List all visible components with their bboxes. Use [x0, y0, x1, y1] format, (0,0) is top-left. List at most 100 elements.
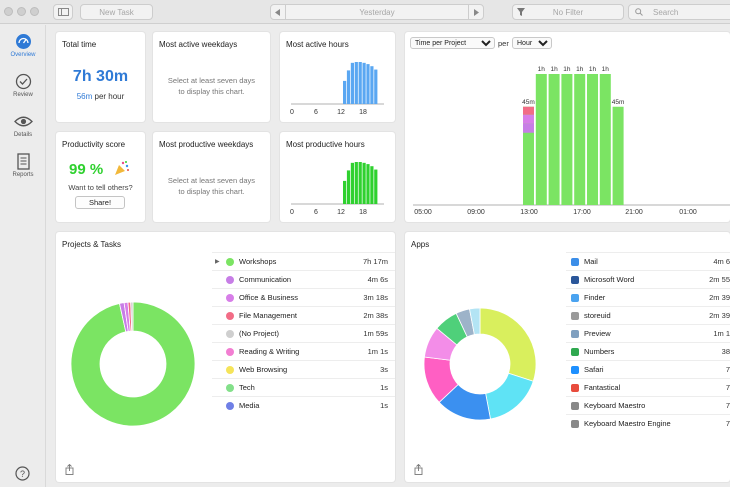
time-tick-label: 09:00 — [467, 209, 485, 216]
productivity-score-card: Productivity score 99 % Want to tell oth… — [56, 132, 145, 222]
hour-bar — [350, 62, 354, 104]
sidebar-toggle-button[interactable] — [53, 4, 73, 20]
search-field[interactable]: Search — [628, 4, 730, 20]
numbers-icon — [571, 347, 579, 356]
sidebar-item-label: Reports — [12, 172, 34, 178]
time-chart-card: Time per Project per Hour 45m 1h 1h 1h 1h 1h 1… — [405, 32, 730, 222]
help-button[interactable]: ? — [15, 466, 30, 483]
most-active-weekdays-card: Most active weekdays Select at least sev… — [153, 32, 270, 122]
next-day-button[interactable] — [468, 4, 484, 20]
time-bar — [523, 106, 534, 205]
project-color-dot — [226, 383, 234, 392]
time-bar-label: 1h — [538, 66, 546, 73]
sidebar-toggle-icon — [57, 8, 69, 16]
sidebar-item-review[interactable]: Review — [0, 73, 46, 107]
word-icon — [571, 275, 579, 284]
time-bar — [548, 74, 560, 205]
chart-type-dropdown[interactable]: Time per Project — [410, 37, 495, 49]
app-name: Safari — [584, 365, 604, 374]
share-button[interactable]: Share! — [75, 196, 125, 209]
app-row[interactable]: Fantastical 7 — [566, 378, 730, 396]
new-task-button[interactable]: New Task — [80, 4, 153, 20]
sidebar-item-details[interactable]: Details — [0, 113, 46, 147]
gauge-icon — [15, 34, 31, 49]
app-time: 7 — [725, 383, 730, 392]
per-hour-line: 56m per hour — [56, 92, 145, 101]
app-row[interactable]: Mail 4m 6 — [566, 252, 730, 270]
card-title: Productivity score — [62, 140, 126, 149]
safari-icon — [571, 365, 579, 374]
project-color-dot — [226, 401, 234, 410]
time-bar-segment — [523, 123, 534, 133]
time-bar — [612, 106, 624, 205]
app-row[interactable]: Safari 7 — [566, 360, 730, 378]
project-row[interactable]: Office & Business 3m 18s — [212, 288, 395, 306]
hour-bar — [366, 64, 370, 104]
app-name: Fantastical — [584, 383, 621, 392]
time-bar-segment — [523, 114, 534, 124]
hour-bar — [374, 169, 378, 204]
per-hour-label: per hour — [94, 92, 125, 101]
productivity-value: 99 % — [69, 161, 104, 178]
project-time: 3m 18s — [363, 293, 388, 302]
project-time: 1s — [380, 401, 388, 410]
app-row[interactable]: Keyboard Maestro 7 — [566, 396, 730, 414]
app-name: Keyboard Maestro — [584, 401, 646, 410]
close-window-icon[interactable] — [4, 7, 13, 16]
tell-others-text: Want to tell others? — [68, 183, 133, 192]
project-row[interactable]: (No Project) 1m 59s — [212, 324, 395, 342]
project-name: Media — [239, 401, 260, 410]
time-bar-label: 1h — [576, 66, 584, 73]
sidebar-item-reports[interactable]: Reports — [0, 153, 46, 187]
app-row[interactable]: Numbers 38 — [566, 342, 730, 360]
share-icon[interactable] — [65, 464, 74, 475]
sidebar-item-overview[interactable]: Overview — [0, 33, 46, 67]
time-bar-label: 1h — [550, 66, 558, 73]
app-name: Finder — [584, 293, 606, 302]
donut-segment — [130, 301, 134, 332]
per-label: per — [498, 39, 509, 48]
filter-dropdown[interactable]: No Filter — [512, 4, 624, 20]
sidebar-item-label: Overview — [10, 52, 36, 58]
app-row[interactable]: Microsoft Word 2m 55 — [566, 270, 730, 288]
card-title: Most active weekdays — [159, 40, 238, 49]
project-row[interactable]: Reading & Writing 1m 1s — [212, 342, 395, 360]
empty-chart-message: to display this chart. — [178, 87, 245, 96]
app-row[interactable]: Preview 1m 1 — [566, 324, 730, 342]
hour-bar — [366, 164, 370, 204]
share-icon[interactable] — [414, 464, 423, 475]
previous-day-button[interactable] — [270, 4, 286, 20]
app-row[interactable]: Finder 2m 39 — [566, 288, 730, 306]
project-name: File Management — [239, 311, 297, 320]
hour-tick-label: 6 — [314, 209, 318, 216]
minimize-window-icon[interactable] — [17, 7, 26, 16]
project-row[interactable]: Communication 4m 6s — [212, 270, 395, 288]
project-name: Office & Business — [239, 293, 299, 302]
keyboard-maestro-engine-icon — [571, 419, 579, 428]
disclosure-triangle-icon[interactable]: ▶ — [215, 259, 220, 265]
zoom-window-icon[interactable] — [30, 7, 39, 16]
project-row[interactable]: Web Browsing 3s — [212, 360, 395, 378]
chevron-left-icon — [275, 8, 280, 16]
hour-bar — [354, 62, 358, 104]
project-row[interactable]: ▶ Workshops 7h 17m — [212, 252, 395, 270]
per-hour-value: 56m — [76, 92, 93, 101]
hour-bar — [343, 80, 347, 104]
time-bar — [561, 74, 573, 205]
project-row[interactable]: Media 1s — [212, 396, 395, 414]
app-row[interactable]: storeuid 2m 39 — [566, 306, 730, 324]
hour-bar — [370, 166, 374, 204]
project-row[interactable]: File Management 2m 38s — [212, 306, 395, 324]
project-row[interactable]: Tech 1s — [212, 378, 395, 396]
time-bar-label: 1h — [602, 66, 610, 73]
project-time: 2m 38s — [363, 311, 388, 320]
hour-bar — [350, 162, 354, 204]
app-row[interactable]: Keyboard Maestro Engine 7 — [566, 414, 730, 432]
time-bar — [535, 74, 547, 205]
date-selector[interactable]: Yesterday — [285, 4, 469, 20]
time-bar-label: 1h — [589, 66, 597, 73]
project-color-dot — [226, 275, 234, 284]
unit-dropdown[interactable]: Hour — [512, 37, 552, 49]
sidebar: Overview Review Details Reports ? — [0, 25, 46, 487]
productive-hours-chart: 0 6 12 18 — [290, 162, 384, 216]
